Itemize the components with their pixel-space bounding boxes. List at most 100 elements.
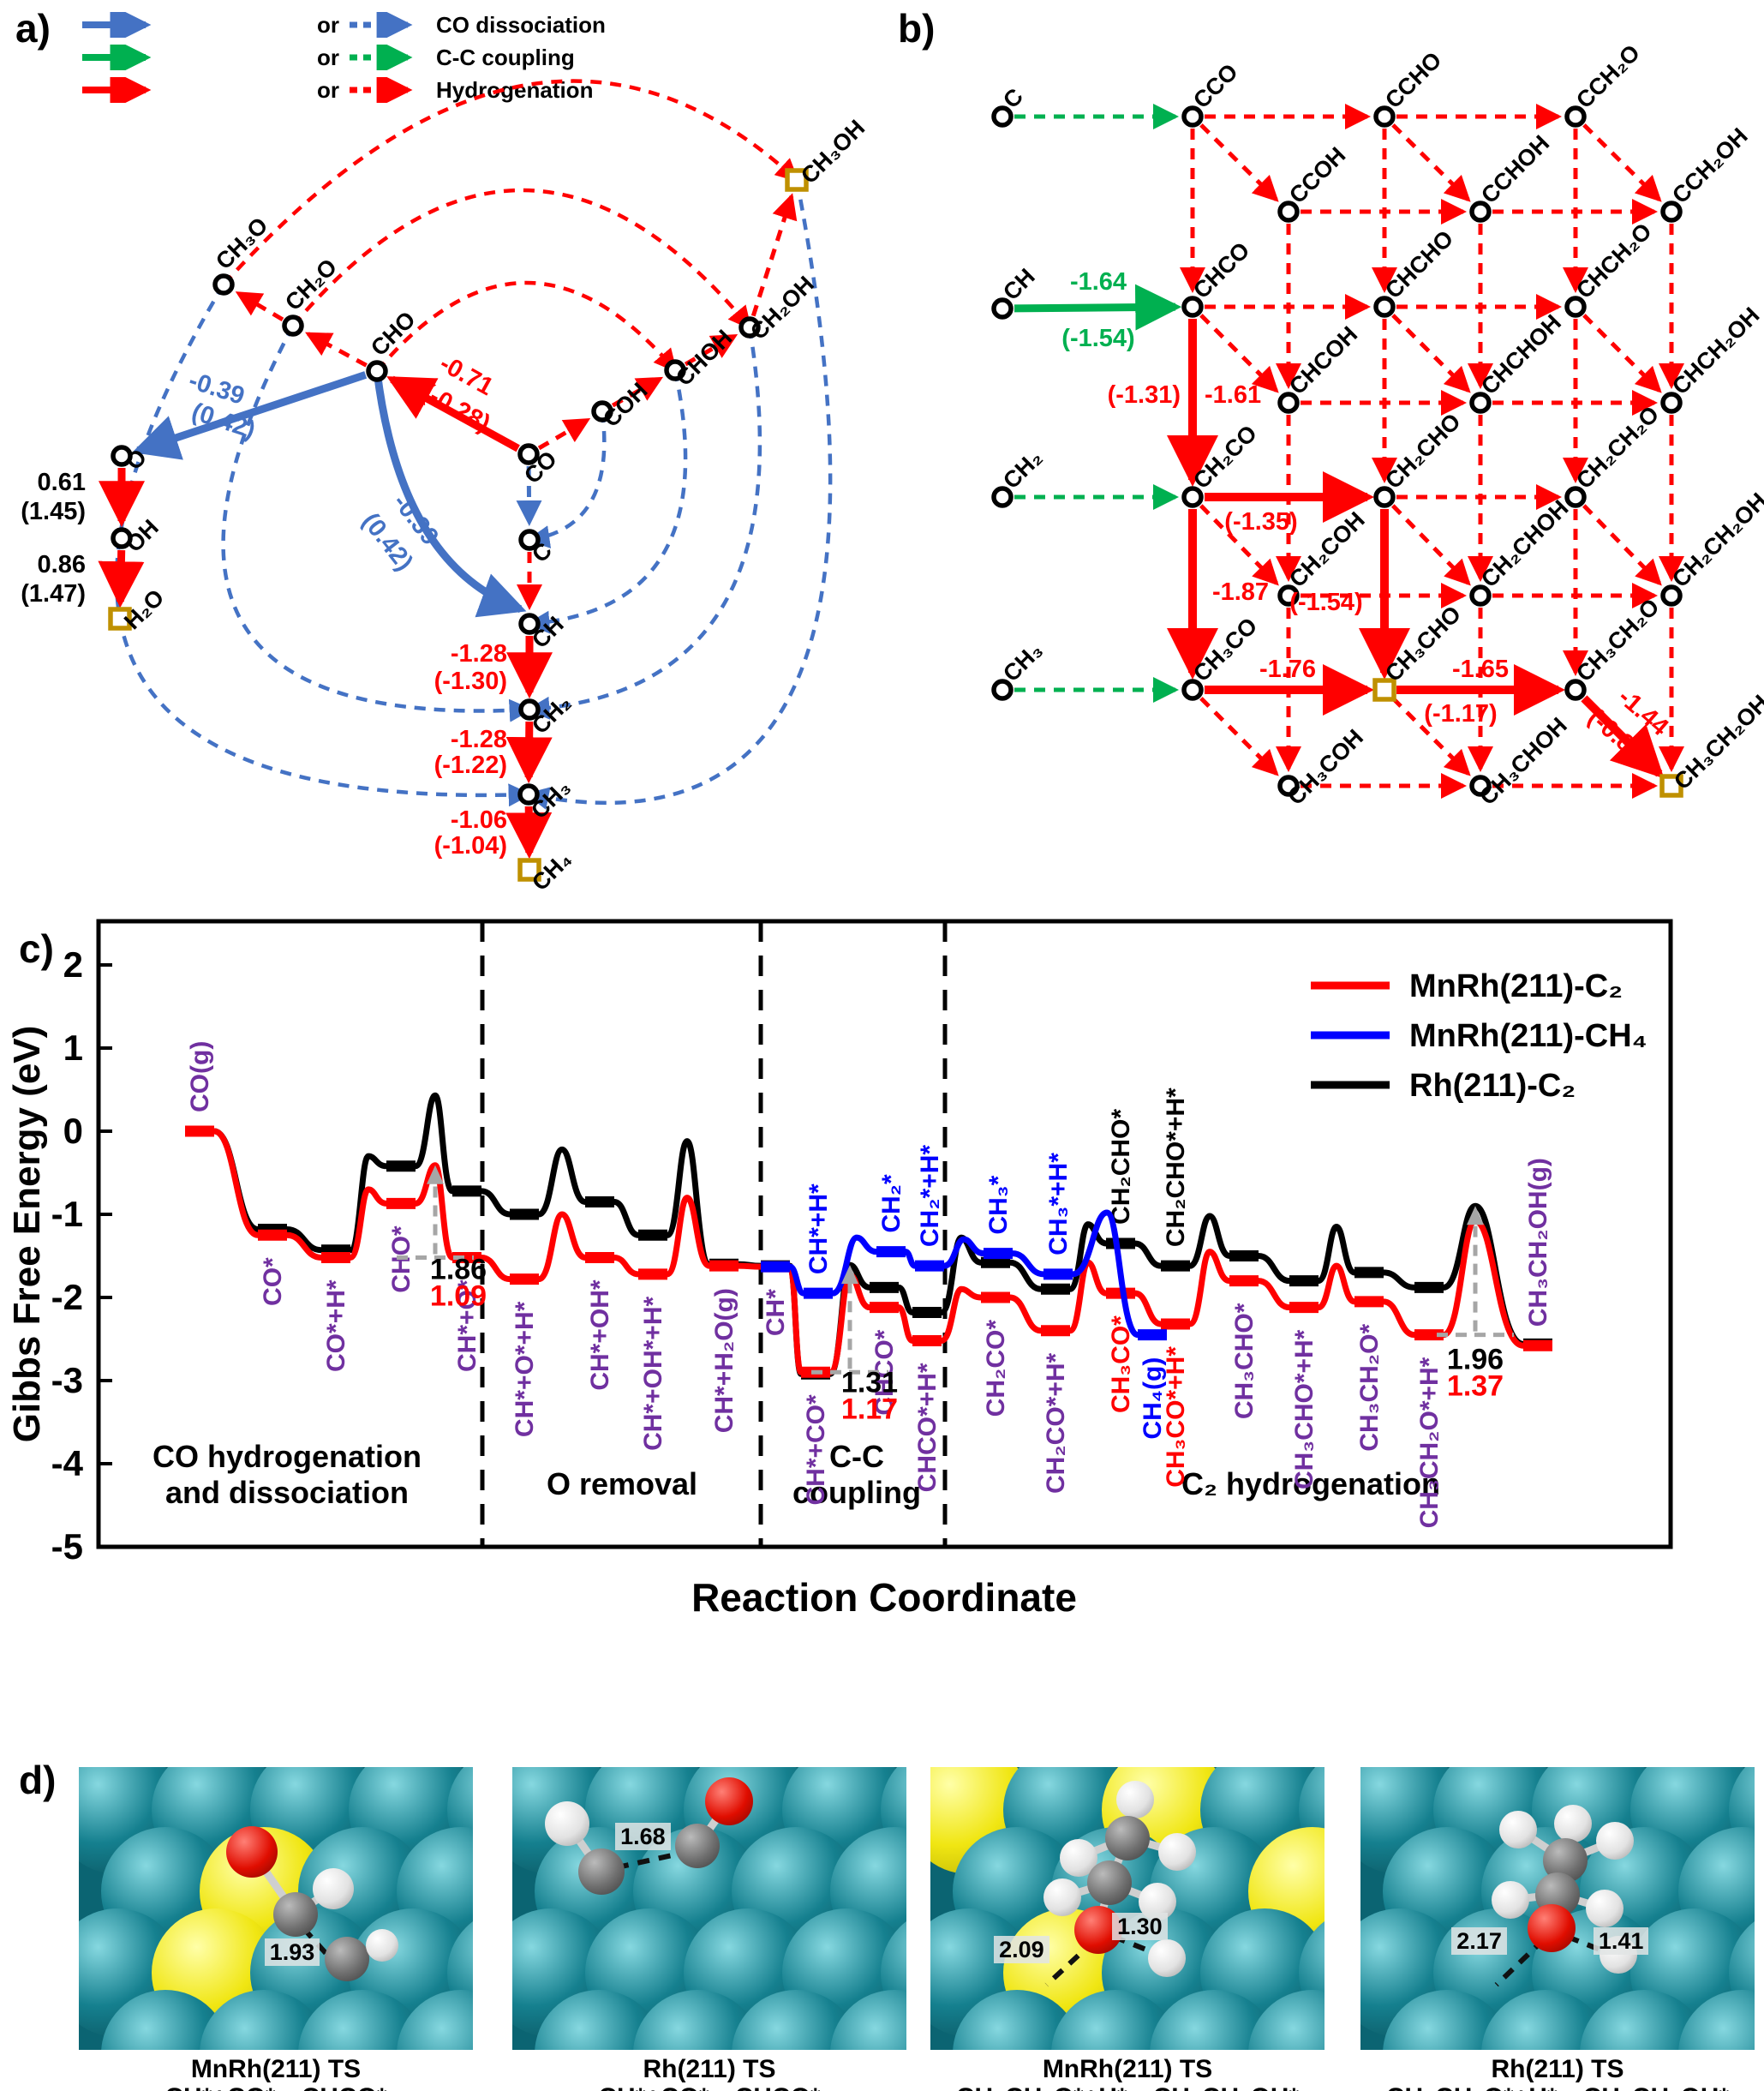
species-label: CHCO*+H* — [913, 1363, 942, 1492]
distance-dash — [1494, 1938, 1546, 1987]
legend-dashed-arrow — [350, 12, 413, 38]
species-label: CH*+H* — [804, 1183, 833, 1274]
node-CH2O — [282, 315, 304, 337]
edge-CCHO-to-CCHOH — [1391, 123, 1471, 202]
caption-line: CH*+CO*→CHCO* — [512, 2083, 906, 2091]
y-axis-title: Gibbs Free Energy (eV) — [6, 1026, 48, 1443]
edge-CH2O-to-CH3O — [235, 291, 284, 322]
species-label: CH₃CH₂O*+H* — [1415, 1357, 1444, 1528]
edge-CH3CHO-to-CH3CHOH — [1391, 697, 1471, 776]
species-label: CO* — [259, 1257, 287, 1306]
value-label-1: (-1.54) — [1061, 325, 1134, 352]
node-label-CHCHO: CHCHO — [1380, 225, 1458, 303]
section-label-0: CO hydrogenation — [152, 1439, 422, 1474]
barrier-value-1: 1.17 — [841, 1393, 898, 1426]
node-CH2CH2OH — [1660, 584, 1683, 607]
edge-CHOH-to-CH2OH — [684, 333, 738, 367]
y-tick-label: -3 — [51, 1360, 83, 1400]
legend-or-text: or — [317, 44, 339, 70]
panel-d-label: d) — [19, 1758, 57, 1802]
barrier-value-2: 1.37 — [1447, 1369, 1504, 1402]
y-tick-label: 2 — [63, 944, 83, 985]
node-label-CH2CO: CH₂CO — [1188, 420, 1262, 494]
carbon-atom — [1087, 1860, 1133, 1906]
node-CCHO — [1373, 105, 1396, 128]
section-label-1: O removal — [547, 1466, 697, 1501]
node-CHOH — [664, 359, 686, 381]
node-label-CH3CO: CH₃CO — [1188, 613, 1262, 686]
value-label-9: (1.47) — [21, 580, 86, 608]
edge-CHCHO-to-CHCHOH — [1391, 314, 1471, 393]
arc-CH3OH-to-CH3 — [525, 179, 833, 810]
node-CH3OH — [785, 168, 809, 192]
node-label-CCHO: CCHO — [1380, 47, 1446, 113]
node-CHCOH — [1277, 392, 1300, 414]
node-label-CHCHOH: CHCHOH — [1476, 309, 1566, 399]
value-label-10: -1.28 — [451, 640, 507, 668]
value-label-15: (-1.04) — [434, 832, 507, 860]
species-label: CH₂*+H* — [916, 1145, 944, 1248]
edge-CH2CHO-to-CH2CHOH — [1390, 504, 1471, 586]
edge-CH2OH-to-CH3OH — [750, 193, 798, 317]
y-tick-label: 0 — [63, 1111, 83, 1151]
barrier-value-1: 1.31 — [841, 1367, 898, 1399]
distance-label: 1.68 — [615, 1822, 671, 1850]
edge-CO-to-CHO — [386, 375, 520, 452]
legend-label: CO dissociation — [436, 11, 606, 38]
node-COH — [591, 400, 613, 422]
node-CH3 — [991, 679, 1014, 701]
species-label: CH₃CH₂OH(g) — [1524, 1158, 1552, 1327]
hydrogen-atom — [1554, 1805, 1593, 1842]
value-label-7: (1.45) — [21, 498, 86, 525]
panel-a-arrow-legend: or CO dissociation or C-C coupling or Hydroge… — [79, 9, 606, 106]
edge-COH-to-CHOH — [611, 376, 664, 408]
section-label-2: coupling — [792, 1475, 921, 1510]
edge-CHCH2O-to-CHCH2OH — [1582, 314, 1662, 393]
arc-CH2OH-to-CH2 — [526, 327, 762, 720]
node-O — [111, 445, 133, 467]
species-label: CH₃* — [984, 1175, 1013, 1234]
legend-arrow-samples — [82, 77, 152, 103]
node-label-CH3CH2OH: CH₃CH₂OH — [1669, 690, 1764, 794]
node-CHCHO — [1373, 296, 1396, 318]
section-label-2: C-C — [829, 1439, 884, 1474]
value-label-7: -1.76 — [1259, 656, 1316, 683]
node-CH — [518, 613, 541, 635]
node-CCH2O — [1564, 105, 1587, 128]
species-label: CH₂CO*+H* — [1042, 1352, 1070, 1494]
y-tick-label: -5 — [51, 1526, 83, 1567]
hydrogen-atom — [1043, 1878, 1082, 1916]
node-CH3 — [517, 783, 540, 806]
node-CHCO — [1181, 296, 1204, 318]
arc-COH-to-C — [526, 410, 607, 548]
legend-entry-label: MnRh(211)-CH₄ — [1409, 1018, 1647, 1054]
panel-a-reaction-network: COCHOCH₂OCH₃OCOHCHOHCH₂OHCH₃OHOOHH₂OCCHC… — [21, 79, 870, 896]
hydrogen-atom — [1595, 1821, 1634, 1860]
annotation-arrowhead — [1467, 1206, 1484, 1225]
species-label: CH₂CO* — [982, 1320, 1010, 1417]
node-label-CHCOH: CHCOH — [1284, 321, 1362, 399]
carbon-atom — [324, 1937, 369, 1982]
node-label-COH: COH — [598, 378, 653, 433]
node-label-CH2: CH₂ — [527, 690, 576, 739]
value-label-9: (-1.17) — [1424, 700, 1497, 728]
legend-label: Hydrogenation — [436, 76, 594, 103]
edge-CCH2O-to-CCH2OH — [1582, 123, 1662, 202]
species-label: CO*+H* — [322, 1279, 350, 1372]
edge-CO-to-COH — [537, 417, 591, 451]
node-CH3O — [212, 273, 235, 296]
carbon-atom — [273, 1891, 318, 1937]
hydrogen-atom — [1116, 1780, 1155, 1818]
carbon-atom — [577, 1848, 625, 1896]
caption-line: MnRh(211) TS — [1042, 2055, 1213, 2083]
legend-or-text: or — [317, 76, 339, 103]
value-label-3: -1.61 — [1205, 381, 1261, 409]
species-label: CH₄(g) — [1139, 1357, 1167, 1440]
node-CH2COH — [1277, 584, 1300, 607]
caption-line: CH₃CH₂O*+H*→CH₃CH₂OH* — [1360, 2083, 1755, 2091]
distance-label: 1.41 — [1593, 1926, 1649, 1955]
hydrogen-atom — [1157, 1833, 1196, 1871]
edge-CCO-to-CCOH — [1199, 123, 1279, 202]
node-CH2 — [518, 698, 541, 721]
